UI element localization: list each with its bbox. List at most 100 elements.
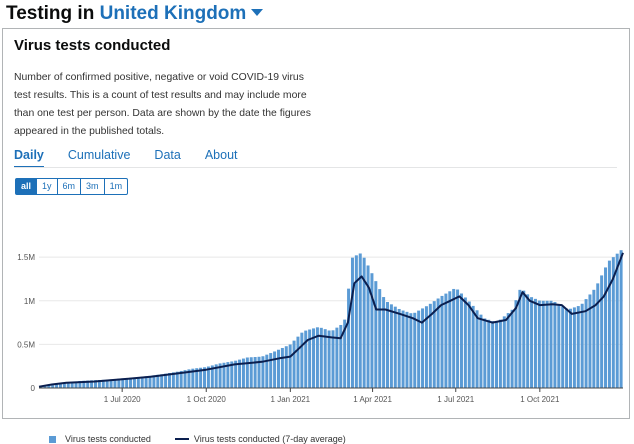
bar <box>265 354 269 388</box>
bar <box>234 360 238 388</box>
bar <box>541 300 545 388</box>
x-tick-label: 1 Jan 2021 <box>271 395 311 404</box>
bar <box>553 302 557 388</box>
range-6m-button[interactable]: 6m <box>58 179 82 194</box>
bar <box>241 358 245 388</box>
range-all-button[interactable]: all <box>16 179 38 194</box>
range-3m-button[interactable]: 3m <box>81 179 105 194</box>
bar <box>210 365 214 388</box>
bar <box>576 306 580 388</box>
bar <box>475 310 479 388</box>
bar <box>261 356 265 388</box>
bar <box>203 367 207 388</box>
bar <box>506 313 510 388</box>
bar <box>588 294 592 388</box>
bar <box>140 376 144 388</box>
tab-cumulative[interactable]: Cumulative <box>67 148 131 162</box>
bar <box>319 327 323 388</box>
bar <box>315 327 319 388</box>
range-1y-button[interactable]: 1y <box>37 179 58 194</box>
legend-bar-swatch <box>49 435 56 443</box>
bar <box>152 375 156 388</box>
bar <box>459 293 463 388</box>
bar <box>148 375 152 388</box>
bar <box>269 353 273 388</box>
bar <box>382 297 386 388</box>
bar <box>568 308 572 388</box>
bar <box>401 310 405 388</box>
bar <box>432 301 436 388</box>
bar <box>378 289 382 388</box>
page-title: Testing in United Kingdom <box>6 3 264 25</box>
bar <box>327 330 331 388</box>
tab-about[interactable]: About <box>204 148 238 162</box>
bar <box>187 369 191 388</box>
bar <box>428 303 432 388</box>
time-range-selector: all 1y 6m 3m 1m <box>15 178 129 195</box>
bar <box>280 347 284 388</box>
bar <box>47 385 51 388</box>
bar <box>549 300 553 388</box>
bar <box>561 306 565 388</box>
tab-divider <box>14 167 617 168</box>
bar <box>245 357 249 388</box>
bar <box>238 359 242 388</box>
bar <box>191 368 195 388</box>
bar <box>308 329 312 388</box>
bar <box>323 329 327 388</box>
bar <box>405 311 409 388</box>
bar <box>448 291 452 388</box>
tab-daily[interactable]: Daily <box>14 148 44 168</box>
bar <box>339 324 343 388</box>
x-tick-label: 1 Oct 2020 <box>187 395 227 404</box>
bar <box>304 330 308 388</box>
bar <box>413 312 417 388</box>
bar <box>90 380 94 388</box>
bar <box>101 379 105 388</box>
bar <box>514 300 518 388</box>
bar <box>452 288 456 388</box>
nation-selector[interactable]: United Kingdom <box>99 3 247 24</box>
bar <box>175 371 179 388</box>
range-1m-button[interactable]: 1m <box>109 181 123 191</box>
bar <box>374 281 378 388</box>
bar <box>78 380 82 388</box>
bar <box>144 376 148 388</box>
bar <box>113 379 117 388</box>
bar <box>518 289 522 388</box>
bar <box>347 288 351 388</box>
bar <box>483 318 487 388</box>
bar <box>565 308 569 388</box>
bar <box>218 363 222 388</box>
bar <box>121 378 125 388</box>
bar <box>444 293 448 388</box>
bar <box>533 298 537 388</box>
bar <box>288 344 292 388</box>
bar <box>592 289 596 388</box>
bar <box>526 294 530 388</box>
bar <box>409 313 413 388</box>
bar <box>167 373 171 388</box>
legend-line-swatch <box>174 438 189 440</box>
bar <box>164 373 168 388</box>
bar <box>206 366 210 388</box>
tab-data[interactable]: Data <box>154 148 181 162</box>
bar <box>257 356 261 388</box>
bar <box>370 273 374 388</box>
bar <box>498 319 502 388</box>
bar <box>495 322 499 388</box>
avg-line <box>38 252 624 388</box>
bar <box>463 297 467 388</box>
y-tick-label: 1M <box>24 297 35 306</box>
bar <box>335 327 339 388</box>
bar <box>522 290 526 388</box>
bar <box>284 346 288 388</box>
caret-down-icon[interactable] <box>251 9 264 16</box>
bar <box>66 382 70 388</box>
bar <box>537 300 541 388</box>
bar <box>222 362 226 388</box>
bar <box>487 319 491 388</box>
y-tick-label: 0.5M <box>17 340 35 349</box>
bar <box>596 283 600 388</box>
legend-line-label: Virus tests conducted (7-day average) <box>193 434 346 444</box>
